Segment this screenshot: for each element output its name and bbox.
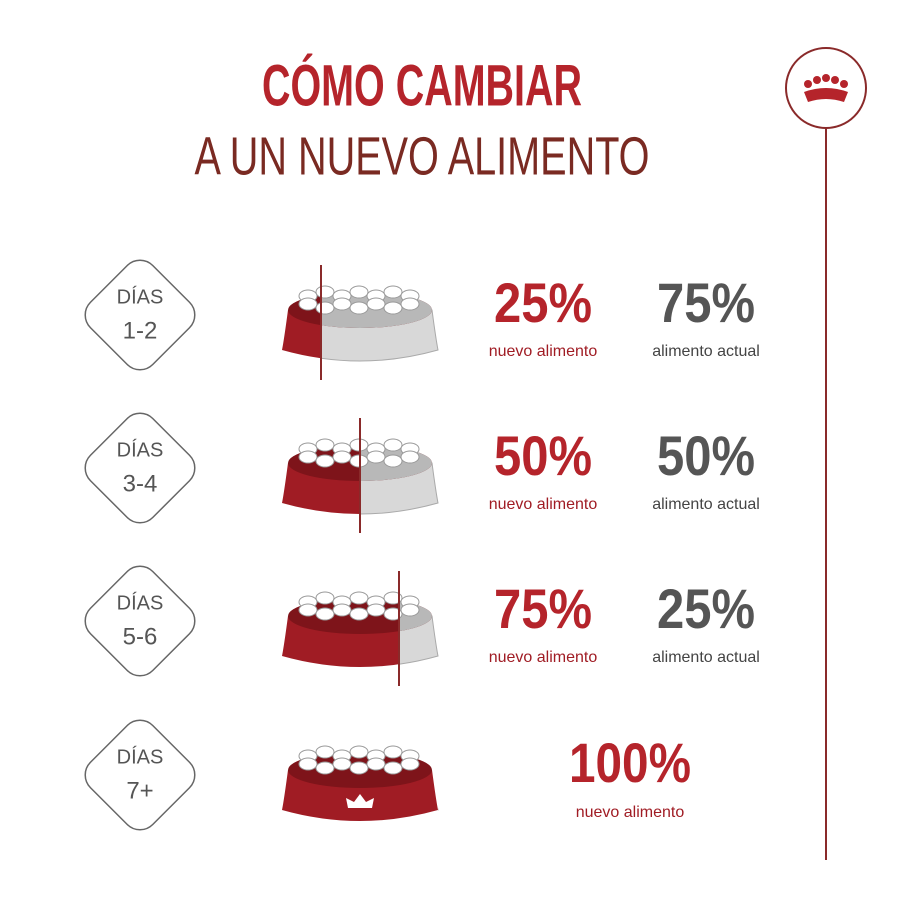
crown-logo	[804, 74, 848, 102]
current-label: alimento actual	[652, 649, 760, 666]
food-bowl	[282, 745, 439, 821]
kibble	[383, 591, 403, 605]
kibble	[298, 603, 318, 617]
food-bowl	[282, 571, 439, 686]
new-label: nuevo alimento	[489, 649, 598, 666]
kibble	[349, 285, 369, 299]
kibble	[383, 745, 403, 759]
food-bowl	[282, 418, 439, 533]
kibble	[315, 454, 335, 468]
kibble	[400, 450, 420, 464]
current-label: alimento actual	[652, 496, 760, 513]
subtitle: A UN NUEVO ALIMENTO	[195, 126, 650, 186]
bowl-crown	[346, 794, 374, 808]
kibble	[366, 603, 386, 617]
kibble	[383, 301, 403, 315]
kibble	[383, 761, 403, 775]
kibble	[315, 301, 335, 315]
kibble	[366, 757, 386, 771]
kibble	[366, 297, 386, 311]
kibble	[315, 591, 335, 605]
food-bowl	[282, 265, 439, 380]
days: 5-6	[123, 623, 158, 650]
days: 7+	[126, 777, 153, 804]
day-badge	[84, 565, 196, 677]
kibble	[298, 297, 318, 311]
days: 1-2	[123, 317, 158, 344]
kibble	[349, 301, 369, 315]
kibble	[315, 607, 335, 621]
new-pct: 100%	[569, 731, 691, 794]
new-pct: 50%	[494, 424, 592, 487]
kibble	[366, 450, 386, 464]
kibble	[400, 603, 420, 617]
kibble	[349, 761, 369, 775]
kibble	[349, 591, 369, 605]
days: 3-4	[123, 470, 158, 497]
current-pct: 75%	[657, 271, 755, 334]
kibble	[315, 285, 335, 299]
title: CÓMO CAMBIAR	[262, 53, 582, 118]
days-label: DÍAS	[117, 285, 164, 308]
current-pct: 25%	[657, 577, 755, 640]
new-pct: 75%	[494, 577, 592, 640]
kibble	[349, 607, 369, 621]
kibble	[383, 607, 403, 621]
new-label: nuevo alimento	[489, 496, 598, 513]
kibble	[349, 745, 369, 759]
kibble	[400, 757, 420, 771]
kibble	[400, 297, 420, 311]
kibble	[315, 761, 335, 775]
day-badge	[84, 259, 196, 371]
kibble	[383, 454, 403, 468]
days-label: DÍAS	[117, 591, 164, 614]
kibble	[383, 285, 403, 299]
days-label: DÍAS	[117, 438, 164, 461]
kibble	[332, 603, 352, 617]
kibble	[315, 438, 335, 452]
new-pct: 25%	[494, 271, 592, 334]
kibble	[315, 745, 335, 759]
kibble	[383, 438, 403, 452]
kibble	[332, 450, 352, 464]
day-badge	[84, 719, 196, 831]
kibble	[298, 757, 318, 771]
current-pct: 50%	[657, 424, 755, 487]
day-badge	[84, 412, 196, 524]
kibble	[332, 297, 352, 311]
current-label: alimento actual	[652, 343, 760, 360]
new-label: nuevo alimento	[576, 804, 685, 821]
new-label: nuevo alimento	[489, 343, 598, 360]
days-label: DÍAS	[117, 745, 164, 768]
kibble	[298, 450, 318, 464]
kibble	[332, 757, 352, 771]
